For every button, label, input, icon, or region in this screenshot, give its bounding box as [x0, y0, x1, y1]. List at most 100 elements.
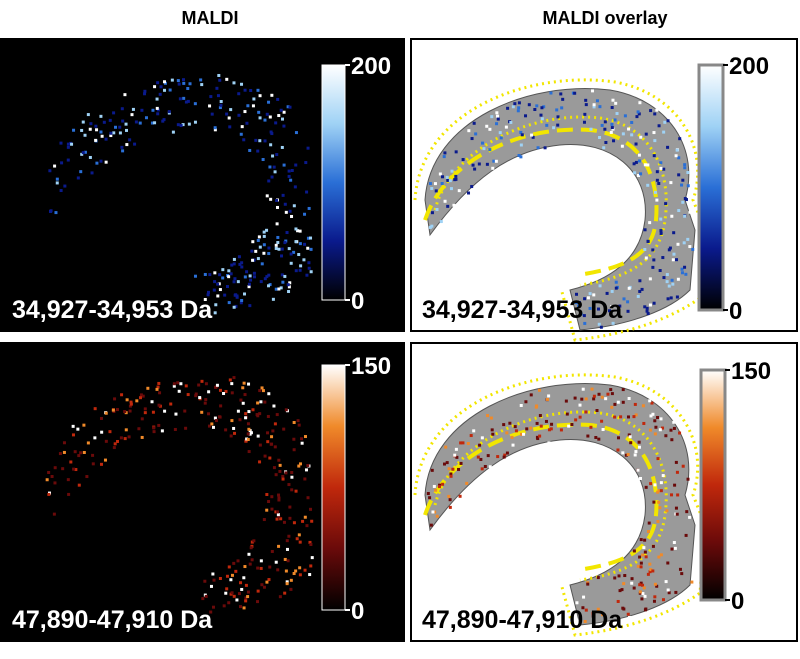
- pixel: [628, 435, 632, 439]
- pixel: [62, 441, 66, 445]
- pixel: [628, 615, 632, 619]
- pixel: [69, 460, 73, 464]
- pixel: [240, 82, 244, 86]
- pixel: [256, 401, 260, 405]
- pixel: [657, 500, 661, 504]
- pixel: [299, 264, 303, 268]
- pixel: [591, 614, 595, 618]
- pixel: [461, 158, 465, 162]
- layer-line: [423, 422, 659, 572]
- pixel: [588, 292, 592, 296]
- pixel: [237, 255, 241, 259]
- pixel: [305, 273, 309, 277]
- pixel: [307, 261, 311, 265]
- pixel: [638, 101, 642, 105]
- pixel: [641, 583, 645, 587]
- pixel: [276, 510, 280, 514]
- pixel: [249, 278, 253, 282]
- pixel: [216, 94, 220, 98]
- panel: 150 0 47,890-47,910 Da: [410, 342, 798, 642]
- pixel: [672, 426, 676, 430]
- pixel: [95, 161, 99, 165]
- pixel: [655, 108, 659, 112]
- pixel: [630, 577, 634, 581]
- pixel: [559, 428, 563, 432]
- pixel: [267, 284, 271, 288]
- pixel: [527, 103, 531, 107]
- pixel: [244, 412, 248, 416]
- pixel: [643, 550, 647, 554]
- pixel: [73, 450, 77, 454]
- pixel: [651, 412, 655, 416]
- pixel: [242, 138, 246, 142]
- pixel: [669, 296, 673, 300]
- pixel: [246, 422, 250, 426]
- pixel: [71, 433, 75, 437]
- pixel: [248, 274, 252, 278]
- pixel: [243, 110, 247, 114]
- pixel: [243, 393, 247, 397]
- pixel: [646, 239, 650, 243]
- pixel: [258, 389, 262, 393]
- pixel: [267, 273, 271, 277]
- pixel: [586, 434, 590, 438]
- pixel: [256, 434, 260, 438]
- pixel: [513, 425, 517, 429]
- pixel: [72, 467, 76, 471]
- pixel: [218, 388, 222, 392]
- pixel: [584, 410, 588, 414]
- pixel: [539, 424, 543, 428]
- pixel: [262, 234, 266, 238]
- pixel: [611, 98, 615, 102]
- pixel: [470, 137, 474, 141]
- pixel: [254, 249, 258, 253]
- pixel: [455, 455, 459, 459]
- pixel: [578, 403, 582, 407]
- pixel: [470, 185, 474, 189]
- pixel: [684, 198, 688, 202]
- pixel: [642, 546, 646, 550]
- pixel: [690, 580, 694, 584]
- pixel: [176, 381, 180, 385]
- pixel: [630, 120, 634, 124]
- pixel: [256, 600, 260, 604]
- pixel: [638, 590, 642, 594]
- pixel: [448, 498, 452, 502]
- pixel: [271, 429, 275, 433]
- pixel: [588, 306, 592, 310]
- pixel: [72, 128, 76, 132]
- pixel: [287, 169, 291, 173]
- pixel: [308, 540, 312, 544]
- pixel: [238, 262, 242, 266]
- pixel: [619, 415, 623, 419]
- pixel: [217, 415, 221, 419]
- pixel: [675, 512, 679, 516]
- pixel: [225, 285, 229, 289]
- pixel: [431, 510, 435, 514]
- pixel: [634, 413, 638, 417]
- pixel: [258, 94, 262, 98]
- tissue: [413, 78, 707, 342]
- pixel: [208, 273, 212, 277]
- pixel: [217, 73, 221, 77]
- pixel: [207, 390, 211, 394]
- pixel: [212, 288, 216, 292]
- pixel: [81, 120, 85, 124]
- pixel: [242, 292, 246, 296]
- pixel: [115, 439, 119, 443]
- pixel: [645, 306, 649, 310]
- pixel: [146, 386, 150, 390]
- pixel: [655, 584, 659, 588]
- pixel: [637, 440, 641, 444]
- pixel: [618, 589, 622, 593]
- pixel: [674, 590, 678, 594]
- pixel: [664, 580, 668, 584]
- pixel: [235, 598, 239, 602]
- pixel: [298, 229, 302, 233]
- pixel: [648, 562, 652, 566]
- pixel: [160, 429, 164, 433]
- pixel: [506, 106, 510, 110]
- pixel: [681, 178, 685, 182]
- pixel: [565, 412, 569, 416]
- pixel: [617, 574, 621, 578]
